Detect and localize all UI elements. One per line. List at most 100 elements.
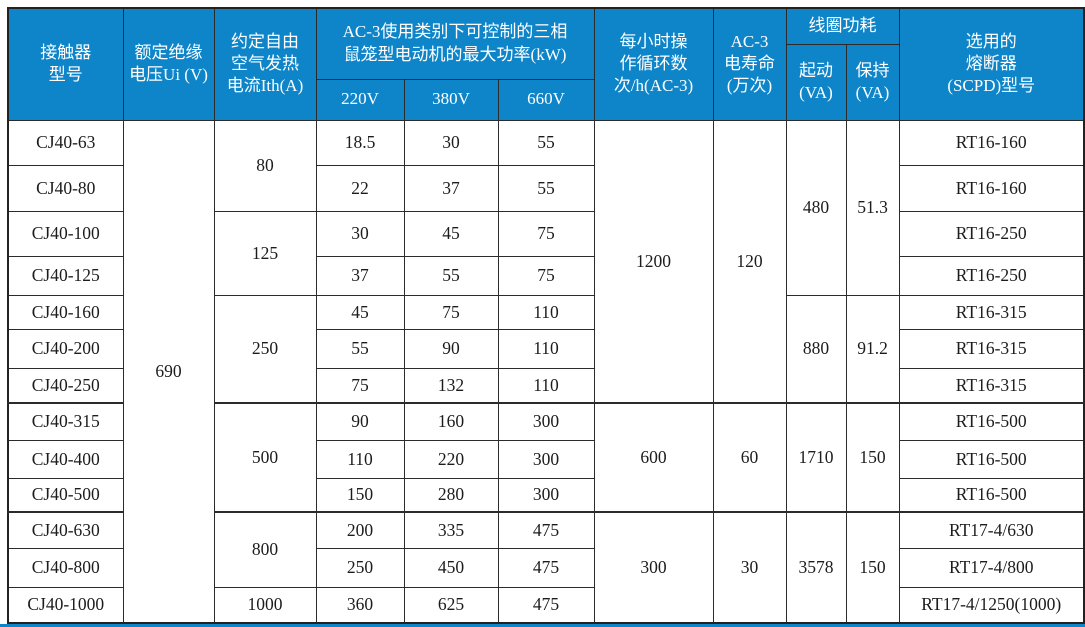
header-fuse-line: 选用的	[965, 31, 1017, 51]
table-row: CJ40-400 110 220 300 RT16-500	[7, 439, 1085, 479]
model-cell: CJ40-80	[7, 164, 124, 212]
coil-hold-cell: 150	[845, 402, 900, 513]
header-ops-line: 次/h(AC-3)	[613, 76, 694, 96]
coil-hold-cell: 51.3	[845, 119, 900, 296]
kw220-cell: 22	[315, 164, 405, 212]
header-max-power-line: AC-3使用类别下可控制的三相	[342, 22, 568, 42]
header-life-line: (万次)	[726, 76, 773, 96]
life-cell: 30	[712, 511, 787, 624]
header-coil-line: 线圈功耗	[808, 16, 877, 36]
kw660-cell: 110	[497, 294, 595, 330]
header-fuse-line: (SCPD)型号	[947, 76, 1036, 96]
header-coil-hold-line: 保持	[855, 60, 890, 80]
header-thermal-line: 约定自由	[231, 31, 299, 51]
coil-hold-cell: 91.2	[845, 294, 900, 404]
kw220-cell: 150	[315, 477, 405, 513]
kw380-cell: 132	[403, 367, 499, 404]
kw380-cell: 625	[403, 586, 499, 624]
header-life-line: AC-3	[730, 31, 769, 51]
fuse-cell: RT17-4/800	[898, 547, 1085, 588]
fuse-cell: RT16-160	[898, 164, 1085, 212]
table-header: 接触器 型号 额定绝缘 电压Ui (V) 约定自由 空气发热 电流Ith(A) …	[7, 7, 1085, 121]
kw660-cell: 55	[497, 164, 595, 212]
model-cell: CJ40-100	[7, 210, 124, 257]
kw660-cell: 475	[497, 586, 595, 624]
fuse-cell: RT16-500	[898, 477, 1085, 513]
header-coil-hold-line: (VA)	[855, 83, 890, 102]
fuse-cell: RT16-315	[898, 328, 1085, 369]
table-row: CJ40-250 75 132 110 RT16-315	[7, 367, 1085, 404]
header-life-line: 电寿命	[724, 54, 775, 74]
kw380-cell: 450	[403, 547, 499, 588]
kw660-cell: 75	[497, 210, 595, 257]
thermal-current-cell: 125	[213, 210, 317, 296]
model-cell: CJ40-200	[7, 328, 124, 369]
bottom-accent-bar	[0, 624, 1085, 627]
kw660-cell: 475	[497, 547, 595, 588]
header-fuse-line: 熔断器	[965, 54, 1017, 74]
header-insulation-voltage: 额定绝缘 电压Ui (V)	[122, 7, 215, 121]
fuse-cell: RT17-4/630	[898, 511, 1085, 549]
header-model-line: 接触器	[40, 42, 92, 62]
model-cell: CJ40-630	[7, 511, 124, 549]
kw380-cell: 55	[403, 255, 499, 296]
table-row: CJ40-315 500 90 160 300 600 60 1710 150 …	[7, 402, 1085, 513]
model-cell: CJ40-250	[7, 367, 124, 404]
table-row: CJ40-200 55 90 110 RT16-315	[7, 328, 1085, 369]
fuse-cell: RT16-315	[898, 367, 1085, 404]
kw380-cell: 335	[403, 511, 499, 549]
thermal-current-cell: 800	[213, 511, 317, 588]
header-660v: 660V	[497, 78, 595, 121]
header-coil-start-line: 起动	[799, 60, 833, 80]
kw380-cell: 90	[403, 328, 499, 369]
table-row: CJ40-100 125 30 45 75 RT16-250	[7, 210, 1085, 296]
table-row: CJ40-800 250 450 475 RT17-4/800	[7, 547, 1085, 588]
kw220-cell: 200	[315, 511, 405, 549]
coil-start-cell: 480	[785, 119, 847, 296]
life-cell: 60	[712, 402, 787, 513]
table-row: CJ40-160 250 45 75 110 880 91.2 RT16-315	[7, 294, 1085, 404]
model-cell: CJ40-400	[7, 439, 124, 479]
kw660-cell: 300	[497, 402, 595, 441]
kw220-cell: 90	[315, 402, 405, 441]
thermal-current-cell: 1000	[213, 586, 317, 624]
kw380-cell: 30	[403, 119, 499, 166]
kw660-cell: 110	[497, 328, 595, 369]
fuse-cell: RT16-160	[898, 119, 1085, 166]
header-coil-start-line: (VA)	[799, 83, 833, 102]
coil-hold-cell: 150	[845, 511, 900, 624]
ops-cell: 300	[593, 511, 714, 624]
coil-start-cell: 3578	[785, 511, 847, 624]
header-220v: 220V	[315, 78, 405, 121]
table-body: CJ40-63 690 80 18.5 30 55 1200 120 480 5…	[7, 119, 1085, 624]
kw220-cell: 250	[315, 547, 405, 588]
header-thermal-current: 约定自由 空气发热 电流Ith(A)	[213, 7, 317, 121]
coil-start-cell: 1710	[785, 402, 847, 513]
header-insulation-line: 额定绝缘	[134, 42, 203, 62]
header-coil-start: 起动 (VA)	[785, 43, 847, 121]
header-fuse-type: 选用的 熔断器 (SCPD)型号	[898, 7, 1085, 121]
fuse-cell: RT16-500	[898, 402, 1085, 441]
header-model-line: 型号	[48, 65, 83, 85]
life-cell: 120	[712, 119, 787, 404]
kw220-cell: 55	[315, 328, 405, 369]
table-row: CJ40-80 22 37 55 RT16-160	[7, 164, 1085, 212]
header-380v: 380V	[403, 78, 499, 121]
fuse-cell: RT16-250	[898, 255, 1085, 296]
header-coil-power: 线圈功耗	[785, 7, 900, 45]
model-cell: CJ40-1000	[7, 586, 124, 624]
thermal-current-cell: 250	[213, 294, 317, 404]
kw660-cell: 300	[497, 477, 595, 513]
contactor-spec-table: 接触器 型号 额定绝缘 电压Ui (V) 约定自由 空气发热 电流Ith(A) …	[7, 7, 1085, 624]
header-thermal-line: 电流Ith(A)	[226, 76, 304, 96]
fuse-cell: RT17-4/1250(1000)	[898, 586, 1085, 624]
model-cell: CJ40-160	[7, 294, 124, 330]
model-cell: CJ40-800	[7, 547, 124, 588]
kw220-cell: 18.5	[315, 119, 405, 166]
table-row: CJ40-63 690 80 18.5 30 55 1200 120 480 5…	[7, 119, 1085, 624]
model-cell: CJ40-63	[7, 119, 124, 166]
kw380-cell: 220	[403, 439, 499, 479]
fuse-cell: RT16-315	[898, 294, 1085, 330]
kw660-cell: 75	[497, 255, 595, 296]
